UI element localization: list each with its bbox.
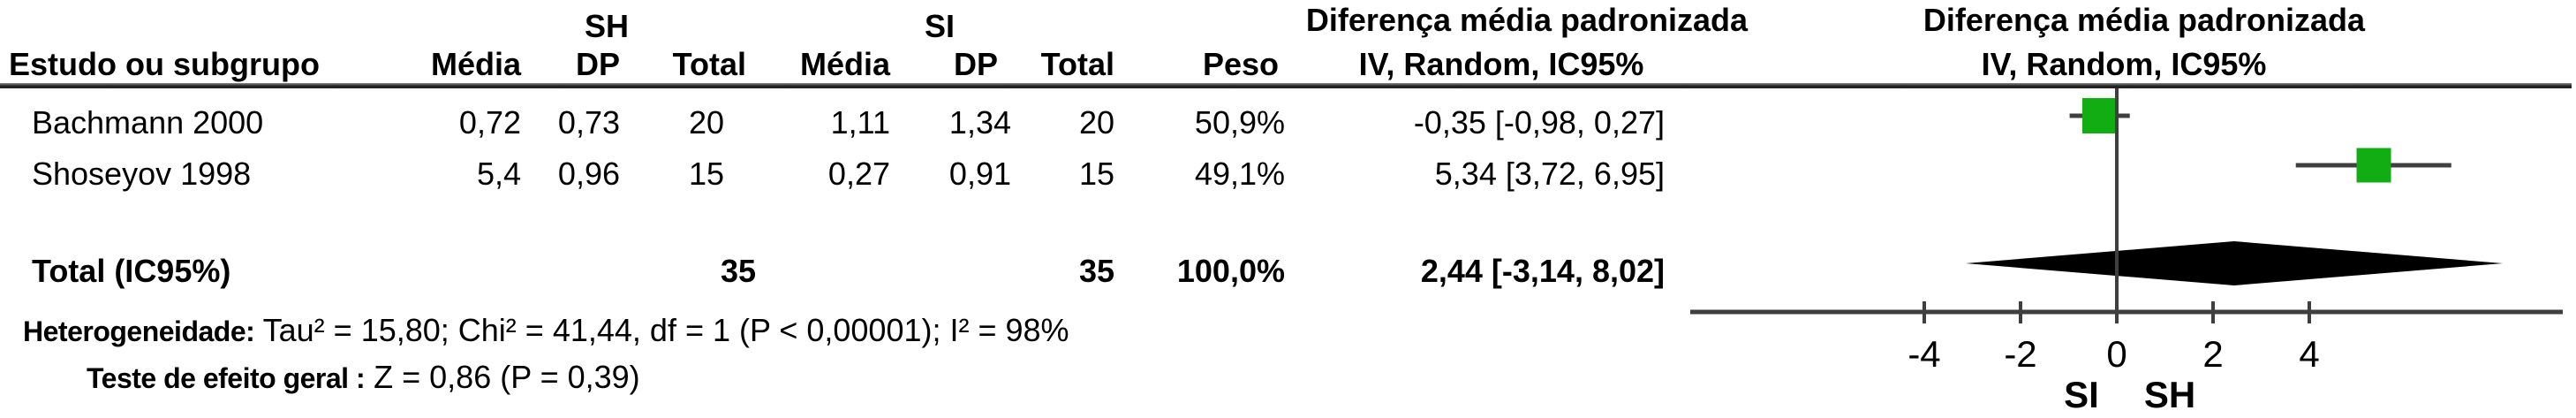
study-point-square <box>2356 148 2391 183</box>
total-si: 20 <box>1078 104 1114 141</box>
x-tick-label: 2 <box>2202 333 2224 375</box>
x-tick-label: 4 <box>2299 333 2320 375</box>
study-point-square <box>2081 98 2118 133</box>
overall-effect-stats: Z = 0,86 (P = 0,39) <box>374 359 640 395</box>
overall-effect-label: Teste de efeito geral : <box>87 362 366 394</box>
axis-left-group-label: SI <box>2064 374 2099 415</box>
col-header-effect: IV, Random, IC95% <box>1358 46 1644 82</box>
total-n-si: 35 <box>1078 253 1114 289</box>
header-divider <box>0 83 2572 88</box>
weight: 50,9% <box>1194 104 1285 141</box>
effect-ci: 5,34 [3,72, 6,95] <box>1434 156 1665 192</box>
total-label: Total (IC95%) <box>32 253 231 289</box>
effect-ci: -0,35 [-0,98, 0,27] <box>1413 104 1665 141</box>
col-header-mean-si: Média <box>799 46 890 82</box>
heterogeneity-label: Heterogeneidade: <box>23 315 255 347</box>
axis-right-group-label: SH <box>2143 374 2196 415</box>
col-header-sd-sh: DP <box>575 46 620 82</box>
sd-si: 0,91 <box>948 156 1011 192</box>
total-effect-ci: 2,44 [-3,14, 8,02] <box>1420 253 1665 289</box>
x-tick-label: 0 <box>2106 333 2127 375</box>
sd-sh: 0,73 <box>557 104 620 141</box>
heterogeneity-stats: Tau² = 15,80; Chi² = 41,44, df = 1 (P < … <box>262 312 1069 348</box>
mean-si: 0,27 <box>827 156 890 192</box>
heterogeneity-line: Heterogeneidade: Tau² = 15,80; Chi² = 41… <box>23 312 1069 348</box>
total-si: 15 <box>1078 156 1114 192</box>
summary-diamond <box>1965 241 2504 285</box>
col-header-weight: Peso <box>1202 46 1279 82</box>
x-tick-label: -4 <box>1907 333 1941 375</box>
study-name: Shoseyov 1998 <box>32 156 252 192</box>
sd-sh: 0,96 <box>557 156 620 192</box>
weight: 49,1% <box>1194 156 1285 192</box>
mean-si: 1,11 <box>830 104 890 141</box>
overall-effect-line: Teste de efeito geral : Z = 0,86 (P = 0,… <box>87 359 640 395</box>
forest-plot <box>1690 88 2563 323</box>
plot-title: Diferença média padronizada <box>1923 2 2366 38</box>
mean-sh: 0,72 <box>458 104 521 141</box>
col-header-total-sh: Total <box>672 46 746 82</box>
total-sh: 15 <box>688 156 724 192</box>
col-header-study: Estudo ou subgrupo <box>9 46 320 82</box>
x-tick-label: -2 <box>2004 333 2037 375</box>
plot-header-method: IV, Random, IC95% <box>1981 46 2267 82</box>
effect-column-title: Diferença média padronizada <box>1305 2 1749 38</box>
col-header-total-si: Total <box>1040 46 1114 82</box>
group-header-sh: SH <box>584 8 630 44</box>
sd-si: 1,34 <box>948 104 1011 141</box>
study-name: Bachmann 2000 <box>32 104 264 141</box>
col-header-mean-sh: Média <box>430 46 521 82</box>
col-header-sd-si: DP <box>953 46 998 82</box>
group-header-si: SI <box>924 8 956 44</box>
mean-sh: 5,4 <box>476 156 521 192</box>
total-weight: 100,0% <box>1176 253 1285 289</box>
total-sh: 20 <box>688 104 724 141</box>
total-n-sh: 35 <box>720 253 756 289</box>
